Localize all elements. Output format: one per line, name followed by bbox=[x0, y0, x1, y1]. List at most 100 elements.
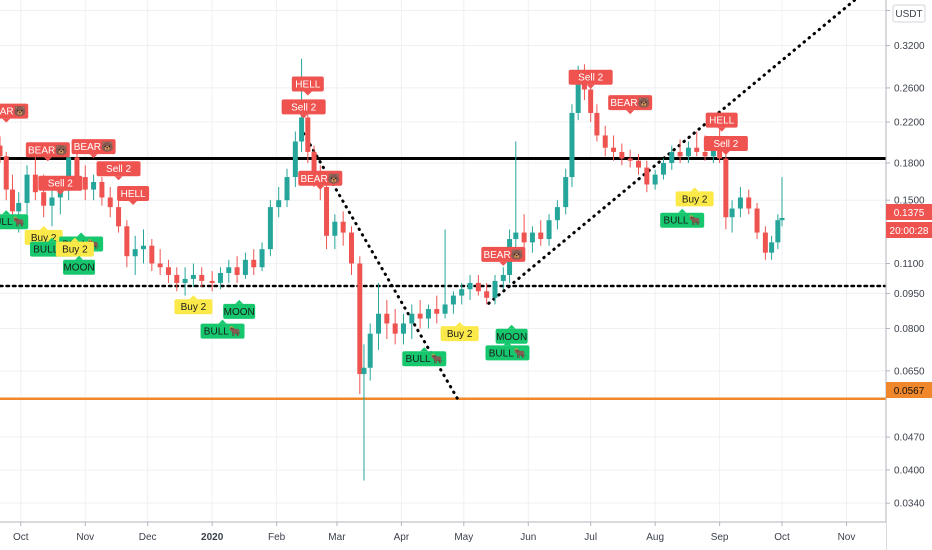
candle[interactable] bbox=[132, 235, 138, 275]
candle[interactable] bbox=[107, 187, 113, 218]
candle[interactable] bbox=[199, 267, 205, 288]
candle[interactable] bbox=[251, 249, 257, 275]
candle[interactable] bbox=[292, 131, 298, 188]
candle[interactable] bbox=[99, 177, 105, 206]
candle[interactable] bbox=[442, 229, 448, 319]
candle[interactable] bbox=[234, 256, 240, 283]
candle[interactable] bbox=[611, 135, 617, 161]
candle[interactable] bbox=[400, 313, 406, 345]
currency-box[interactable] bbox=[892, 4, 926, 23]
candle[interactable] bbox=[500, 267, 506, 290]
candle[interactable] bbox=[357, 256, 363, 395]
candle[interactable] bbox=[49, 187, 55, 227]
candle[interactable] bbox=[554, 200, 560, 230]
candle[interactable] bbox=[0, 136, 3, 163]
candle-body bbox=[91, 181, 97, 190]
candle[interactable] bbox=[259, 242, 265, 272]
candle[interactable] bbox=[361, 344, 367, 481]
candle[interactable] bbox=[82, 165, 88, 201]
candle[interactable] bbox=[746, 189, 752, 215]
candle[interactable] bbox=[521, 214, 527, 250]
candle[interactable] bbox=[434, 295, 440, 324]
candle[interactable] bbox=[723, 154, 729, 230]
candle[interactable] bbox=[24, 165, 30, 215]
candle[interactable] bbox=[475, 274, 481, 296]
candle-body bbox=[563, 177, 569, 208]
candle[interactable] bbox=[348, 226, 354, 275]
candle[interactable] bbox=[332, 214, 338, 250]
candle[interactable] bbox=[769, 235, 775, 260]
candle[interactable] bbox=[762, 226, 768, 260]
candle[interactable] bbox=[124, 220, 130, 268]
candle[interactable] bbox=[149, 239, 155, 272]
candle-body bbox=[450, 295, 456, 305]
candle[interactable] bbox=[165, 259, 171, 283]
candle[interactable] bbox=[276, 187, 282, 218]
candle[interactable] bbox=[529, 226, 535, 253]
candle[interactable] bbox=[384, 299, 390, 339]
candle[interactable] bbox=[340, 211, 346, 246]
candle[interactable] bbox=[563, 168, 569, 215]
candle[interactable] bbox=[685, 141, 691, 163]
candle[interactable] bbox=[376, 282, 382, 351]
candle[interactable] bbox=[594, 104, 600, 142]
candle[interactable] bbox=[267, 200, 273, 257]
candle[interactable] bbox=[157, 249, 163, 275]
candle[interactable] bbox=[652, 169, 658, 190]
price-axis[interactable]: 0.38000.32000.26000.22000.18000.15000.11… bbox=[885, 0, 932, 550]
candle-body bbox=[217, 272, 223, 283]
candle[interactable] bbox=[242, 252, 248, 279]
candle[interactable] bbox=[9, 174, 15, 222]
candle[interactable] bbox=[226, 259, 232, 283]
candle[interactable] bbox=[116, 197, 122, 233]
candle[interactable] bbox=[32, 151, 38, 201]
candle[interactable] bbox=[284, 168, 290, 208]
signal-tag-pointer bbox=[678, 208, 687, 213]
candle[interactable] bbox=[677, 139, 683, 163]
candle[interactable] bbox=[305, 108, 311, 163]
candle[interactable] bbox=[484, 282, 490, 305]
candle[interactable] bbox=[182, 267, 188, 296]
signal-tag-pointer bbox=[316, 185, 325, 190]
candle[interactable] bbox=[91, 174, 97, 201]
signal-tag-bg bbox=[675, 191, 714, 207]
candle[interactable] bbox=[636, 154, 642, 175]
candle[interactable] bbox=[775, 214, 781, 250]
candle[interactable] bbox=[660, 158, 666, 180]
candle[interactable] bbox=[737, 187, 743, 218]
candle[interactable] bbox=[450, 291, 456, 314]
candle[interactable] bbox=[3, 151, 9, 201]
candle[interactable] bbox=[644, 160, 650, 193]
candle[interactable] bbox=[694, 131, 700, 157]
candle[interactable] bbox=[538, 220, 544, 246]
candle[interactable] bbox=[209, 271, 215, 292]
candle[interactable] bbox=[569, 104, 575, 188]
candle[interactable] bbox=[779, 177, 785, 227]
candle[interactable] bbox=[619, 143, 625, 166]
candle[interactable] bbox=[141, 229, 147, 264]
candle[interactable] bbox=[467, 274, 473, 300]
time-axis[interactable]: Oct Nov Dec 2020 Feb Mar Apr May Jun Jul Aug Sep Oct… bbox=[0, 521, 886, 550]
candle[interactable] bbox=[754, 202, 760, 240]
candle[interactable] bbox=[459, 282, 465, 305]
signal-tag-label: BEAR🐻 bbox=[28, 143, 68, 156]
candle[interactable] bbox=[546, 214, 552, 246]
signal-tag-bg bbox=[55, 241, 94, 257]
candle[interactable] bbox=[367, 323, 373, 381]
candle[interactable] bbox=[729, 200, 735, 233]
candle[interactable] bbox=[324, 179, 330, 250]
candle[interactable] bbox=[190, 263, 196, 288]
candle[interactable] bbox=[627, 149, 633, 168]
candle[interactable] bbox=[492, 274, 498, 305]
candle[interactable] bbox=[174, 267, 180, 292]
candle[interactable] bbox=[513, 141, 519, 253]
candle[interactable] bbox=[425, 304, 431, 329]
candle[interactable] bbox=[392, 309, 398, 345]
candle[interactable] bbox=[669, 145, 675, 170]
candle[interactable] bbox=[217, 267, 223, 290]
candle[interactable] bbox=[417, 299, 423, 329]
candle[interactable] bbox=[602, 125, 608, 157]
candle-body bbox=[409, 313, 415, 324]
candle[interactable] bbox=[409, 304, 415, 339]
